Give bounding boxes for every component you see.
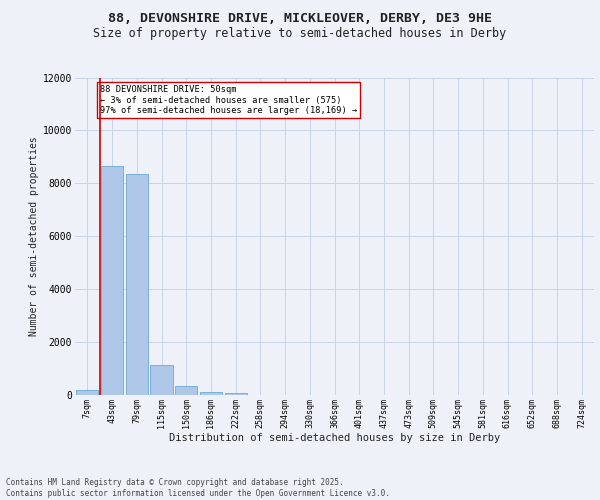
Text: Contains HM Land Registry data © Crown copyright and database right 2025.
Contai: Contains HM Land Registry data © Crown c… <box>6 478 390 498</box>
X-axis label: Distribution of semi-detached houses by size in Derby: Distribution of semi-detached houses by … <box>169 434 500 444</box>
Bar <box>151 364 173 395</box>
Text: 88, DEVONSHIRE DRIVE, MICKLEOVER, DERBY, DE3 9HE: 88, DEVONSHIRE DRIVE, MICKLEOVER, DERBY,… <box>108 12 492 26</box>
Bar <box>125 174 148 395</box>
Text: Size of property relative to semi-detached houses in Derby: Size of property relative to semi-detach… <box>94 28 506 40</box>
Bar <box>224 393 247 395</box>
Bar <box>101 166 123 395</box>
Y-axis label: Number of semi-detached properties: Number of semi-detached properties <box>29 136 38 336</box>
Text: 88 DEVONSHIRE DRIVE: 50sqm
← 3% of semi-detached houses are smaller (575)
97% of: 88 DEVONSHIRE DRIVE: 50sqm ← 3% of semi-… <box>100 86 358 115</box>
Bar <box>76 390 98 395</box>
Bar <box>200 392 222 395</box>
Bar <box>175 386 197 395</box>
